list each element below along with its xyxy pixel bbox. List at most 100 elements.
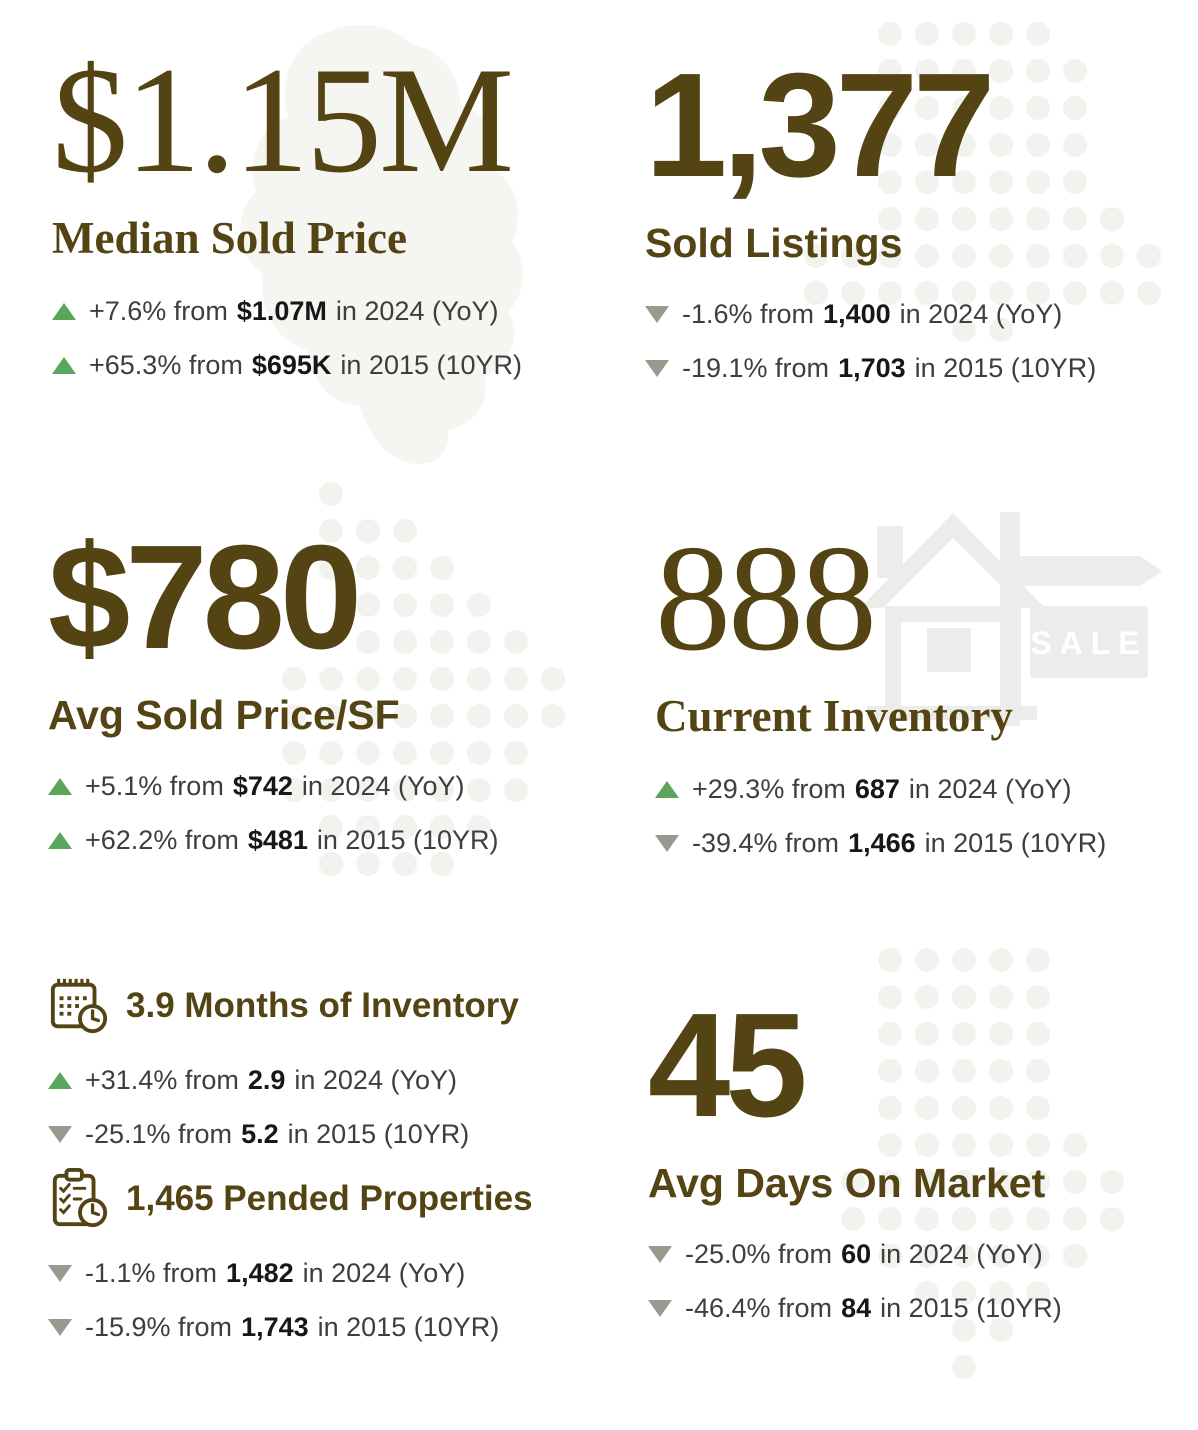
decorative-dot [915, 170, 939, 194]
decorative-dot [467, 593, 491, 617]
decorative-dot [989, 244, 1013, 268]
change-text: +65.3% from [89, 350, 243, 380]
decorative-dot [1063, 1207, 1087, 1231]
decorative-dot [1100, 207, 1124, 231]
decorative-dot [915, 59, 939, 83]
decorative-dot [989, 948, 1013, 972]
decorative-dot [393, 593, 417, 617]
decorative-dot [915, 1170, 939, 1194]
decorative-dot [1026, 59, 1050, 83]
decorative-dot [915, 1244, 939, 1268]
decorative-dot [878, 170, 902, 194]
decorative-dot [393, 630, 417, 654]
decorative-dot [282, 741, 306, 765]
trend-arrow-icon [52, 303, 76, 320]
decorative-dot [1137, 244, 1161, 268]
decorative-dot [1026, 96, 1050, 120]
change-row: +65.3% from $695K in 2015 (10YR) [52, 350, 522, 381]
decorative-dot [952, 985, 976, 1009]
decorative-dot [878, 1022, 902, 1046]
decorative-dot [952, 1133, 976, 1157]
decorative-dot [989, 281, 1013, 305]
decorative-dot [989, 170, 1013, 194]
metric-median-sold-price: $1.15M Median Sold Price +7.6% from $1.0… [52, 44, 522, 381]
decorative-dot [841, 1170, 865, 1194]
change-value: 84 [841, 1293, 872, 1323]
decorative-dot [1137, 281, 1161, 305]
decorative-dot [915, 985, 939, 1009]
change-value: 1,482 [226, 1258, 294, 1288]
decorative-dot [393, 556, 417, 580]
decorative-dot [841, 281, 865, 305]
change-value: $695K [251, 350, 332, 380]
change-row: -15.9% from 1,743 in 2015 (10YR) [48, 1312, 533, 1343]
decorative-dot [1063, 1244, 1087, 1268]
decorative-dot [989, 1059, 1013, 1083]
decorative-dot [989, 1170, 1013, 1194]
decorative-dot [952, 244, 976, 268]
decorative-dot [915, 1207, 939, 1231]
decorative-dot [878, 1133, 902, 1157]
decorative-dot [952, 207, 976, 231]
decorative-dot [1063, 1170, 1087, 1194]
change-period: in 2015 (10YR) [340, 350, 523, 380]
sale-sign-label: SALE [1030, 625, 1147, 661]
decorative-dot [989, 318, 1013, 342]
decorative-dot [319, 482, 343, 506]
decorative-dot [915, 281, 939, 305]
decorative-dot [541, 704, 565, 728]
change-period: in 2024 (YoY) [294, 1065, 457, 1095]
decorative-dot [467, 667, 491, 691]
trend-arrow-icon [48, 778, 72, 795]
change-value: 60 [841, 1239, 872, 1269]
decorative-dot [1063, 170, 1087, 194]
trend-arrow-icon [648, 1300, 672, 1317]
decorative-dot [878, 244, 902, 268]
metric-label: Median Sold Price [52, 213, 407, 263]
house-sale-icon: SALE [860, 512, 1162, 726]
metric-label: Avg Days On Market [648, 1160, 1046, 1206]
decorative-dot [952, 170, 976, 194]
change-text: -39.4% from [692, 828, 840, 858]
change-row: +7.6% from $1.07M in 2024 (YoY) [52, 296, 522, 327]
trend-arrow-icon [48, 832, 72, 849]
decorative-dot [989, 1318, 1013, 1342]
decorative-dot [989, 1207, 1013, 1231]
decorative-dot [952, 22, 976, 46]
map-silhouette [240, 24, 523, 464]
change-text: -46.4% from [685, 1293, 833, 1323]
change-row: +29.3% from 687 in 2024 (YoY) [655, 774, 1106, 805]
change-row: -25.1% from 5.2 in 2015 (10YR) [48, 1119, 519, 1150]
decorative-dot [282, 704, 306, 728]
change-row: +31.4% from 2.9 in 2024 (YoY) [48, 1065, 519, 1096]
decorative-dot [467, 741, 491, 765]
change-text: +29.3% from [692, 774, 846, 804]
decorative-dot [952, 1059, 976, 1083]
decorative-dot [356, 704, 380, 728]
decorative-dot [393, 815, 417, 839]
change-period: in 2024 (YoY) [301, 771, 465, 801]
change-text: -19.1% from [682, 353, 830, 383]
decorative-dot [878, 1059, 902, 1083]
trend-arrow-icon [655, 835, 679, 852]
decorative-dot [989, 1133, 1013, 1157]
decorative-dot [878, 948, 902, 972]
trend-arrow-icon [52, 357, 76, 374]
decorative-dot [878, 1244, 902, 1268]
change-row: -19.1% from 1,703 in 2015 (10YR) [645, 353, 1096, 384]
decorative-dot [989, 96, 1013, 120]
decorative-dot [282, 778, 306, 802]
metric-label: Sold Listings [645, 220, 903, 266]
decorative-dot [915, 22, 939, 46]
decorative-dot [1026, 1207, 1050, 1231]
trend-arrow-icon [655, 781, 679, 798]
decorative-dot [1063, 1133, 1087, 1157]
decorative-dot [952, 1170, 976, 1194]
decorative-dot [915, 1096, 939, 1120]
decorative-dot [1026, 1133, 1050, 1157]
change-text: +5.1% from [85, 771, 224, 801]
decorative-dot [952, 1281, 976, 1305]
change-text: +62.2% from [85, 825, 239, 855]
decorative-dot [1026, 281, 1050, 305]
